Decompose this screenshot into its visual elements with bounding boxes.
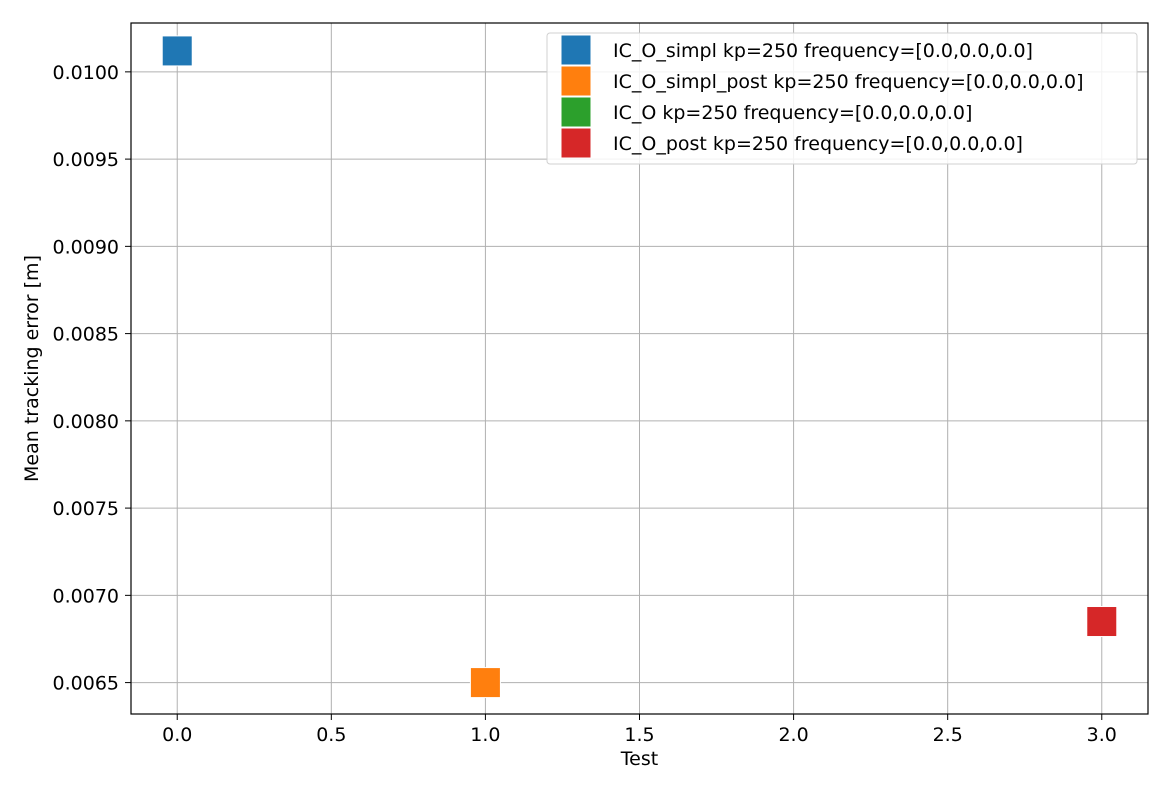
legend-label: IC_O_simpl kp=250 frequency=[0.0,0.0,0.0… xyxy=(613,40,1033,62)
y-tick-label: 0.0075 xyxy=(53,498,119,520)
y-tick-label: 0.0095 xyxy=(53,149,119,171)
legend: IC_O_simpl kp=250 frequency=[0.0,0.0,0.0… xyxy=(546,32,1138,165)
y-tick-label: 0.0065 xyxy=(53,673,119,695)
y-tick-label: 0.0100 xyxy=(53,62,119,84)
data-point-series-0 xyxy=(161,35,193,67)
legend-label: IC_O_post kp=250 frequency=[0.0,0.0,0.0] xyxy=(613,133,1023,155)
legend-box xyxy=(546,32,1138,165)
x-tick-label: 2.5 xyxy=(933,724,963,746)
y-axis-label: Mean tracking error [m] xyxy=(21,255,43,482)
data-point-series-3 xyxy=(1086,606,1118,638)
y-axis-ticks: 0.0065 0.0070 0.0075 0.0080 0.0085 0.0090 0.00… xyxy=(53,62,131,695)
x-tick-label: 0.5 xyxy=(316,724,346,746)
legend-swatch xyxy=(560,34,592,66)
legend-label: IC_O_simpl_post kp=250 frequency=[0.0,0.… xyxy=(613,71,1083,93)
legend-swatch xyxy=(560,127,592,159)
y-tick-label: 0.0070 xyxy=(53,585,119,607)
x-tick-label: 3.0 xyxy=(1087,724,1117,746)
legend-swatch xyxy=(560,96,592,128)
x-tick-label: 2.0 xyxy=(778,724,808,746)
y-tick-label: 0.0085 xyxy=(53,324,119,346)
x-axis-label: Test xyxy=(620,748,658,770)
x-tick-label: 0.0 xyxy=(162,724,192,746)
x-tick-label: 1.0 xyxy=(470,724,500,746)
x-tick-label: 1.5 xyxy=(624,724,654,746)
legend-label: IC_O kp=250 frequency=[0.0,0.0,0.0] xyxy=(613,102,972,124)
y-tick-label: 0.0090 xyxy=(53,236,119,258)
data-marks xyxy=(161,35,1118,699)
y-tick-label: 0.0080 xyxy=(53,411,119,433)
legend-swatch xyxy=(560,65,592,97)
x-axis-ticks: 0.0 0.5 1.0 1.5 2.0 2.5 3.0 xyxy=(162,714,1117,746)
data-point-series-1 xyxy=(469,667,501,699)
